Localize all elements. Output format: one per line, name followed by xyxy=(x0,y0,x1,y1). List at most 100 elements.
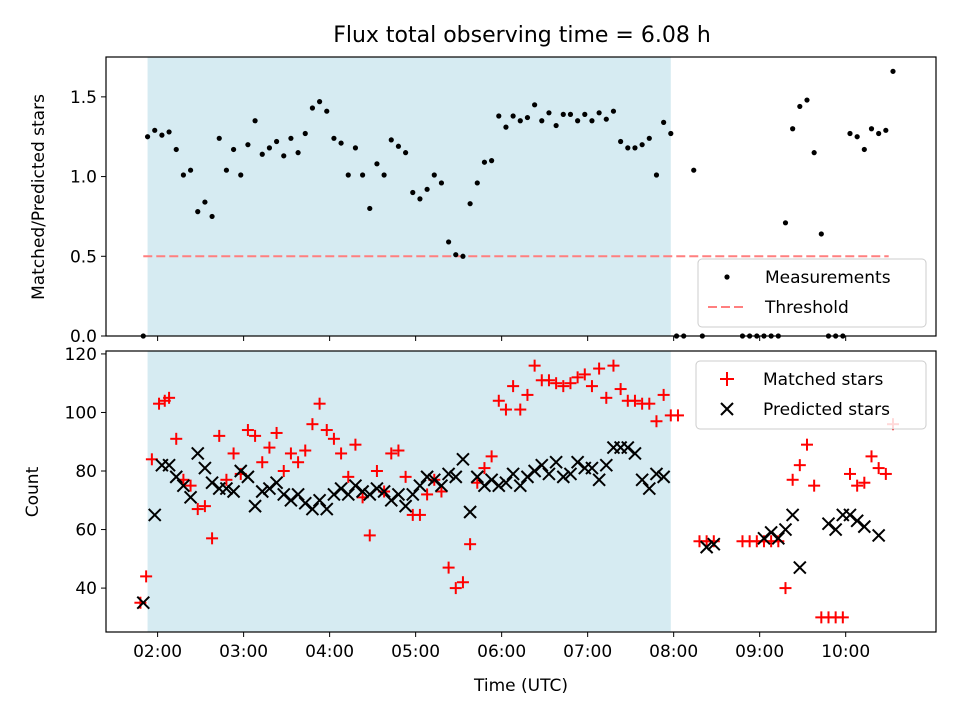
measurement-point xyxy=(410,189,416,196)
measurement-point xyxy=(345,172,351,178)
measurement-point xyxy=(195,209,201,215)
predicted-star-point xyxy=(499,476,513,490)
matched-star-point xyxy=(478,462,491,475)
matched-star-point xyxy=(421,488,434,501)
predicted-x-stroke xyxy=(277,487,291,502)
predicted-x-stroke xyxy=(219,481,234,496)
predicted-star-point xyxy=(542,467,556,481)
matched-star-point xyxy=(464,538,477,551)
predicted-star-point xyxy=(649,467,664,481)
measurement-point xyxy=(216,135,222,141)
predicted-star-point xyxy=(599,458,614,472)
matched-star-point xyxy=(163,391,176,404)
ratio-axes-frame xyxy=(105,56,937,337)
predicted-star-point xyxy=(592,473,606,487)
predicted-x-stroke xyxy=(420,470,434,484)
measurement-point xyxy=(266,145,273,151)
measurement-point xyxy=(489,158,495,164)
predicted-star-point xyxy=(191,446,205,461)
count-marks xyxy=(134,359,899,624)
matched-star-point xyxy=(865,450,878,463)
predicted-star-point xyxy=(176,478,191,493)
matched-star-point xyxy=(284,447,297,460)
measurement-point xyxy=(316,99,323,105)
predicted-star-point xyxy=(312,493,327,507)
predicted-star-point xyxy=(183,490,198,505)
measurement-point xyxy=(388,137,394,143)
matched-star-point xyxy=(851,479,864,492)
predicted-x-stroke xyxy=(656,470,671,484)
predicted-star-point xyxy=(871,528,886,543)
measurement-point xyxy=(481,159,488,165)
predicted-star-point xyxy=(535,458,549,472)
matched-star-point xyxy=(800,438,813,451)
predicted-x-stroke xyxy=(183,490,198,505)
y-tick-label: 80 xyxy=(75,462,97,482)
matched-star-point xyxy=(593,362,606,375)
measurement-point xyxy=(403,150,409,156)
measurement-point xyxy=(223,167,230,173)
measurement-point xyxy=(395,143,402,149)
matched-star-point xyxy=(600,391,613,404)
measurement-point xyxy=(238,172,244,178)
measurement-point xyxy=(854,134,860,140)
predicted-x-stroke xyxy=(513,478,527,493)
measurement-point xyxy=(868,126,875,132)
predicted-x-stroke xyxy=(434,478,449,493)
matched-star-point xyxy=(349,438,362,451)
predicted-x-stroke xyxy=(320,502,334,516)
matched-star-point xyxy=(413,508,426,521)
measurement-point xyxy=(560,111,566,117)
matched-star-point xyxy=(628,394,641,407)
measurement-point xyxy=(890,68,896,74)
legend-measurements-marker xyxy=(724,274,730,280)
measurement-point xyxy=(230,146,237,153)
measurement-point xyxy=(496,113,502,119)
measurement-point xyxy=(302,130,308,137)
measurement-point xyxy=(661,119,667,125)
y-tick-label: 0.0 xyxy=(70,327,97,347)
matched-star-point xyxy=(492,394,505,407)
legend-predicted-label: Predicted stars xyxy=(763,400,890,420)
measurement-point xyxy=(510,113,516,119)
matched-star-point xyxy=(198,500,211,513)
x-tick-label: 02:00 xyxy=(133,642,182,662)
predicted-x-stroke xyxy=(198,461,212,475)
predicted-star-point xyxy=(778,522,793,537)
predicted-x-stroke xyxy=(176,478,191,493)
predicted-x-stroke xyxy=(334,481,348,496)
predicted-star-point xyxy=(585,461,599,475)
measurement-point xyxy=(553,122,559,129)
matched-star-point xyxy=(213,429,226,442)
measurement-point xyxy=(295,150,301,156)
matched-star-point xyxy=(385,447,398,460)
measurement-point xyxy=(575,118,581,124)
matched-star-point xyxy=(571,371,584,384)
predicted-star-point xyxy=(441,467,456,481)
predicted-star-point xyxy=(248,499,262,513)
matched-star-point xyxy=(399,470,412,483)
predicted-x-stroke xyxy=(499,476,513,490)
predicted-star-point xyxy=(305,502,320,516)
matched-star-point xyxy=(256,456,269,469)
measurement-point xyxy=(517,118,523,124)
measurement-point xyxy=(324,108,330,114)
predicted-star-point xyxy=(377,484,391,499)
matched-star-point xyxy=(313,397,326,410)
predicted-star-point xyxy=(413,478,427,493)
predicted-x-stroke xyxy=(312,493,327,507)
x-tick-label: 06:00 xyxy=(477,642,526,662)
matched-star-point xyxy=(786,473,799,486)
measurement-point xyxy=(632,145,638,151)
measurement-point xyxy=(567,111,574,117)
matched-star-point xyxy=(843,467,856,480)
ratio-axis-ticks: 0.0 0.5 1.0 1.5 xyxy=(70,88,847,347)
predicted-x-stroke xyxy=(398,499,413,513)
measurement-point xyxy=(187,167,194,173)
measurement-point xyxy=(582,111,588,117)
matched-star-point xyxy=(363,529,376,542)
predicted-star-point xyxy=(370,481,384,496)
measurement-point xyxy=(790,126,796,132)
x-tick-label: 07:00 xyxy=(563,642,612,662)
predicted-star-point xyxy=(449,470,463,484)
